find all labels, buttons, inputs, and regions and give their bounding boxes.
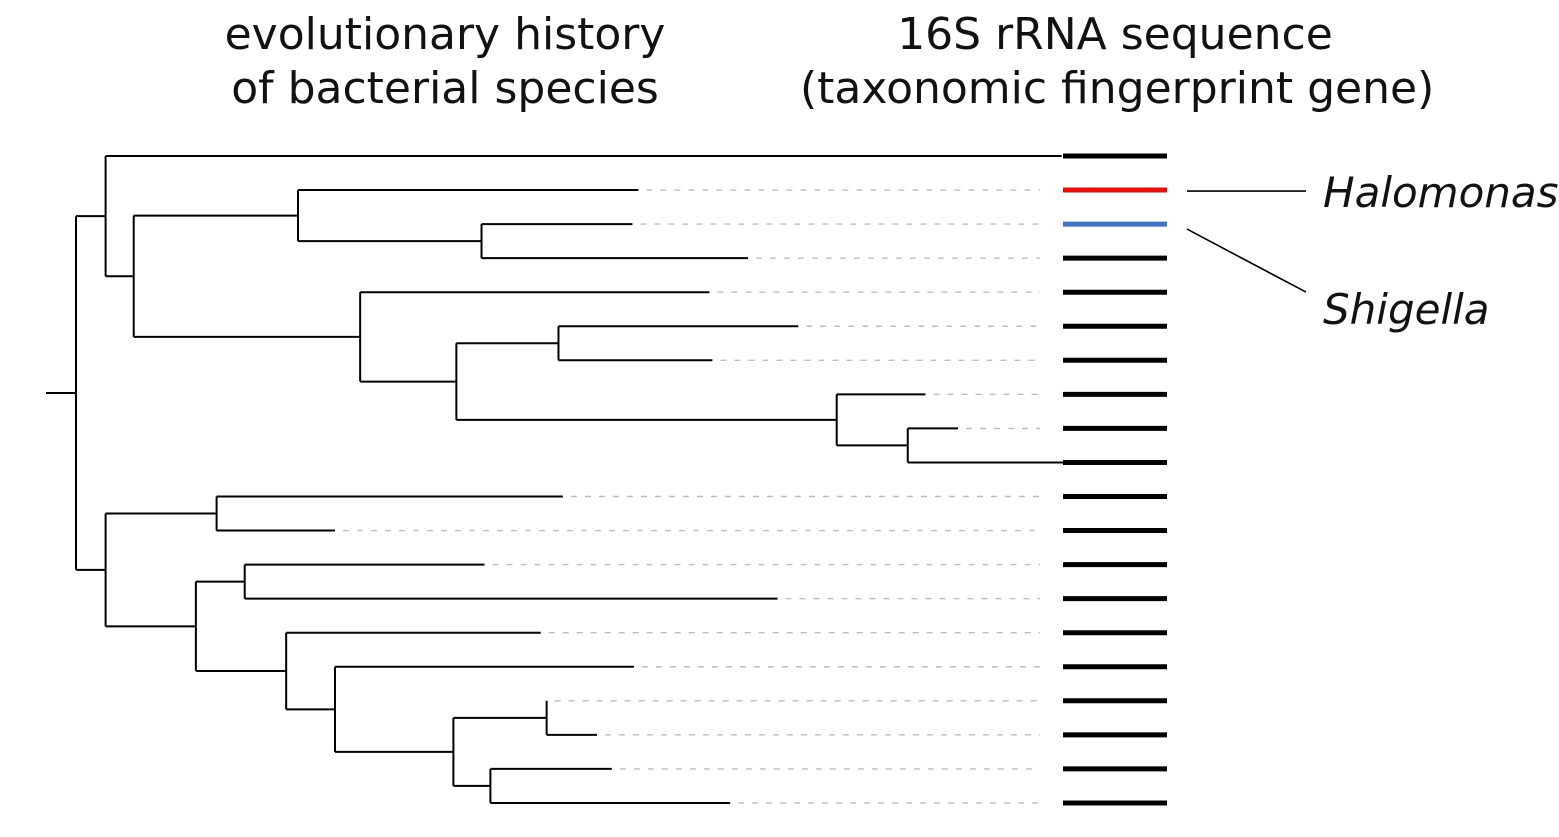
gene-heading-line-1: 16S rRNA sequence <box>897 9 1333 60</box>
tree-heading-line-1: evolutionary history <box>224 9 666 60</box>
halomonas-label: Halomonas <box>1323 168 1559 217</box>
highlight-connectors <box>1186 190 1307 293</box>
tree-heading-line-2: of bacterial species <box>231 63 659 114</box>
phylogenetic-tree <box>46 155 1104 804</box>
shigella-label: Shigella <box>1323 285 1490 334</box>
gene-heading: 16S rRNA sequence (taxonomic fingerprint… <box>800 8 1435 116</box>
16s-rrna-sequence-bars <box>1063 153 1167 806</box>
tree-heading: evolutionary history of bacterial specie… <box>195 8 695 116</box>
shigella-connector <box>1186 228 1307 293</box>
gene-heading-line-2: (taxonomic fingerprint gene) <box>800 63 1435 114</box>
leaf-guide-lines <box>343 189 1040 804</box>
